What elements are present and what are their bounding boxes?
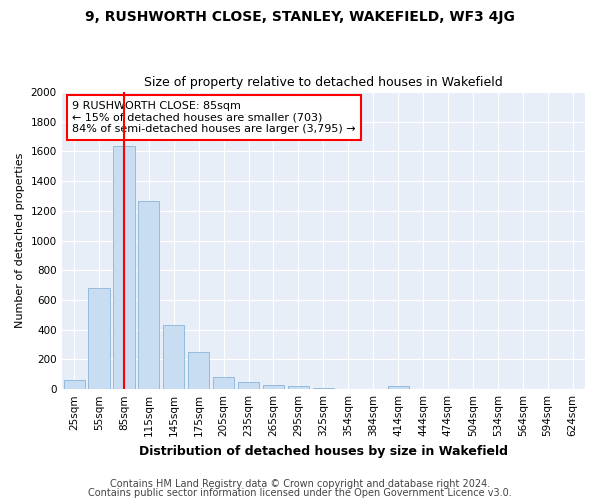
- Title: Size of property relative to detached houses in Wakefield: Size of property relative to detached ho…: [144, 76, 503, 90]
- Bar: [113, 146, 134, 389]
- Bar: [288, 386, 309, 389]
- Text: Contains HM Land Registry data © Crown copyright and database right 2024.: Contains HM Land Registry data © Crown c…: [110, 479, 490, 489]
- X-axis label: Distribution of detached houses by size in Wakefield: Distribution of detached houses by size …: [139, 444, 508, 458]
- Text: 9, RUSHWORTH CLOSE, STANLEY, WAKEFIELD, WF3 4JG: 9, RUSHWORTH CLOSE, STANLEY, WAKEFIELD, …: [85, 10, 515, 24]
- Bar: [64, 380, 85, 389]
- Bar: [188, 352, 209, 389]
- Bar: [213, 378, 234, 389]
- Bar: [163, 326, 184, 389]
- Y-axis label: Number of detached properties: Number of detached properties: [15, 153, 25, 328]
- Bar: [388, 386, 409, 389]
- Bar: [313, 388, 334, 389]
- Text: Contains public sector information licensed under the Open Government Licence v3: Contains public sector information licen…: [88, 488, 512, 498]
- Bar: [238, 382, 259, 389]
- Bar: [88, 288, 110, 389]
- Bar: [138, 200, 160, 389]
- Bar: [263, 386, 284, 389]
- Text: 9 RUSHWORTH CLOSE: 85sqm
← 15% of detached houses are smaller (703)
84% of semi-: 9 RUSHWORTH CLOSE: 85sqm ← 15% of detach…: [72, 101, 356, 134]
